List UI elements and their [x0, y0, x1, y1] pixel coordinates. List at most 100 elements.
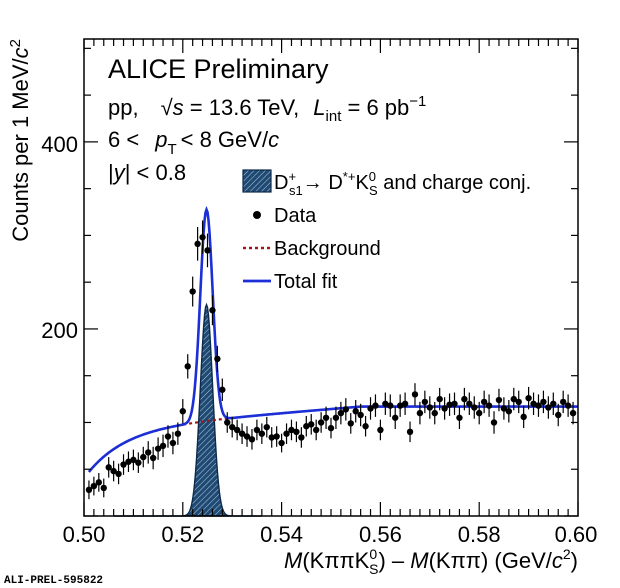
data-marker — [480, 398, 488, 406]
data-marker — [199, 234, 206, 241]
legend-data-label: Data — [274, 205, 317, 227]
data-point — [555, 403, 562, 427]
collision-system-label: pp, √s = 13.6 TeV, Lint = 6 pb−1 — [108, 93, 426, 125]
data-marker — [159, 442, 167, 450]
data-point — [105, 457, 112, 478]
data-point — [115, 463, 122, 485]
data-point — [421, 390, 429, 414]
rapidity-label: |y| < 0.8 — [108, 160, 186, 185]
y-tick-label: 200 — [41, 318, 78, 343]
data-point — [396, 394, 404, 417]
data-point — [120, 454, 127, 475]
data-point — [357, 403, 364, 427]
data-point — [268, 427, 275, 448]
data-marker — [273, 433, 280, 440]
x-tick-label: 0.52 — [161, 522, 204, 547]
data-marker — [174, 430, 182, 437]
data-marker — [451, 400, 458, 407]
y-axis-title: Counts per 1 MeV/c2 — [7, 39, 33, 242]
data-marker — [426, 404, 433, 411]
data-point — [312, 419, 320, 441]
data-marker — [421, 398, 429, 406]
data-marker — [224, 419, 231, 426]
data-point — [441, 397, 448, 420]
data-point — [258, 423, 266, 444]
data-marker — [362, 423, 369, 430]
data-point — [317, 412, 325, 433]
data-point — [382, 392, 389, 415]
data-marker — [555, 411, 562, 419]
data-point — [214, 345, 221, 372]
legend-background-label: Background — [274, 238, 381, 260]
data-marker — [431, 409, 438, 417]
data-point — [347, 413, 354, 434]
data-marker — [471, 404, 478, 411]
data-marker — [169, 439, 177, 447]
data-marker — [564, 402, 572, 409]
data-marker — [145, 449, 152, 456]
data-marker — [312, 426, 320, 434]
data-marker — [396, 402, 404, 409]
data-point — [169, 431, 177, 455]
data-marker — [100, 484, 107, 492]
data-marker — [530, 400, 537, 407]
data-point — [569, 401, 577, 425]
data-point — [90, 476, 98, 496]
data-marker — [500, 405, 508, 412]
data-point — [288, 419, 295, 441]
data-marker — [298, 434, 305, 441]
data-marker — [253, 426, 261, 434]
data-point — [456, 406, 463, 430]
data-point — [505, 400, 513, 423]
data-marker — [357, 411, 364, 419]
data-points-layer — [85, 220, 577, 500]
experiment-label: ALICE Preliminary — [108, 54, 329, 84]
x-tick-label: 0.56 — [359, 522, 402, 547]
data-point — [372, 394, 379, 417]
data-point — [149, 446, 157, 470]
data-marker — [367, 405, 374, 412]
data-marker — [135, 459, 142, 466]
data-marker — [416, 409, 424, 417]
data-point — [411, 383, 419, 406]
data-point — [125, 451, 132, 473]
data-point — [209, 295, 216, 326]
data-point — [416, 401, 424, 425]
data-point — [495, 388, 503, 412]
data-point — [303, 415, 310, 437]
data-marker — [332, 414, 340, 421]
data-marker — [436, 395, 443, 403]
data-point — [283, 423, 290, 444]
data-marker — [209, 307, 216, 314]
data-marker — [288, 426, 295, 434]
data-point — [273, 426, 280, 447]
data-marker — [456, 414, 463, 421]
data-marker — [229, 423, 236, 431]
data-marker — [337, 409, 345, 417]
data-point — [535, 394, 542, 417]
data-marker — [105, 464, 112, 471]
data-marker — [461, 395, 468, 403]
data-marker — [179, 408, 186, 415]
tick-layer — [83, 39, 579, 517]
data-point — [490, 411, 498, 434]
data-marker — [184, 363, 191, 370]
data-point — [298, 427, 305, 448]
legend-signal-swatch — [242, 169, 272, 193]
data-marker — [505, 408, 513, 415]
data-point — [367, 397, 374, 420]
data-marker — [120, 461, 127, 468]
data-point — [110, 460, 117, 482]
data-marker — [115, 470, 122, 478]
data-point — [392, 406, 399, 430]
data-marker — [308, 421, 315, 428]
data-marker — [125, 458, 132, 465]
data-point — [219, 378, 226, 401]
x-tick-label: 0.60 — [555, 522, 598, 547]
data-point — [451, 392, 458, 415]
data-point — [342, 398, 350, 421]
data-point — [179, 399, 186, 424]
data-point — [485, 394, 493, 417]
data-point — [362, 415, 369, 437]
data-marker — [194, 240, 201, 248]
